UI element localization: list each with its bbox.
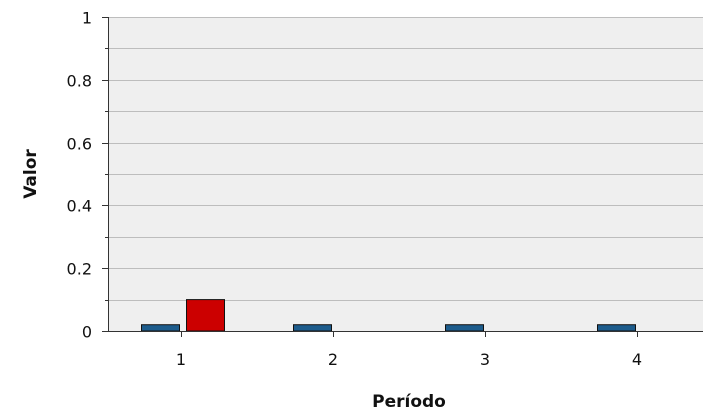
bars [141, 299, 636, 332]
bar-series-1 [293, 324, 332, 332]
y-axis-title: Valor [21, 149, 41, 199]
x-axis-title: Período [372, 392, 446, 412]
x-tick-label: 1 [176, 350, 186, 369]
y-tick-label: 1 [82, 9, 92, 28]
y-tick-label: 0.6 [67, 135, 92, 154]
y-axis: 0 0.2 0.4 0.6 0.8 1 [67, 9, 109, 342]
y-tick-label: 0 [82, 323, 92, 342]
x-tick-label: 3 [480, 350, 490, 369]
bar-series-1 [141, 324, 180, 332]
y-tick-label: 0.4 [67, 197, 92, 216]
x-tick-label: 4 [632, 350, 642, 369]
bar-series-1 [597, 324, 636, 332]
bar-series-2 [186, 299, 225, 332]
x-axis: 1 2 3 4 [108, 331, 703, 369]
grid-lines [108, 17, 703, 301]
y-tick-label: 0.2 [67, 260, 92, 279]
bar-series-1 [445, 324, 484, 332]
x-tick-label: 2 [328, 350, 338, 369]
y-tick-label: 0.8 [67, 72, 92, 91]
